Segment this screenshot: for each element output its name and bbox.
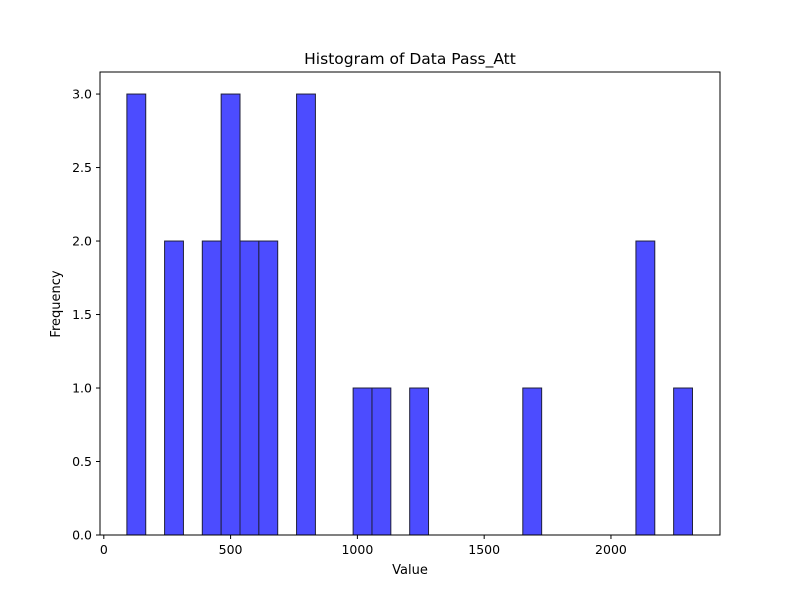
- y-axis-label: Frequency: [49, 270, 64, 337]
- y-tick-label: 2.5: [72, 160, 92, 175]
- x-tick-label: 1000: [341, 542, 373, 557]
- y-tick-label: 3.0: [72, 87, 92, 102]
- plot-frame: [99, 71, 721, 536]
- histogram-bar: [239, 240, 260, 536]
- histogram-bar: [126, 93, 147, 536]
- histogram-bar: [352, 387, 373, 536]
- y-tick-label: 0.5: [72, 454, 92, 469]
- histogram-bar: [258, 240, 279, 536]
- x-tick-label: 2000: [595, 542, 627, 557]
- histogram-bar: [673, 387, 693, 536]
- histogram-bar: [635, 240, 656, 536]
- x-tick-label: 500: [219, 542, 243, 557]
- bars-group: [126, 93, 693, 536]
- histogram-bar: [220, 93, 241, 536]
- histogram-bar: [164, 240, 184, 536]
- y-axis-ticks: 0.0 0.5 1.0 1.5 2.0 2.5 3.0: [72, 87, 100, 543]
- x-tick-label: 0: [100, 542, 108, 557]
- x-axis-label: Value: [392, 563, 428, 578]
- histogram-bar: [409, 387, 430, 536]
- x-tick-label: 1500: [468, 542, 500, 557]
- x-axis-ticks: 0 500 1000 1500 2000: [100, 535, 627, 557]
- histogram-bar: [296, 93, 316, 536]
- y-tick-label: 2.0: [72, 234, 92, 249]
- histogram-bar: [201, 240, 222, 536]
- y-tick-label: 1.0: [72, 381, 92, 396]
- histogram-bar: [522, 387, 543, 536]
- histogram-bar: [371, 387, 392, 536]
- chart-title: Histogram of Data Pass_Att: [304, 50, 516, 69]
- y-tick-label: 1.5: [72, 307, 92, 322]
- y-tick-label: 0.0: [72, 528, 92, 543]
